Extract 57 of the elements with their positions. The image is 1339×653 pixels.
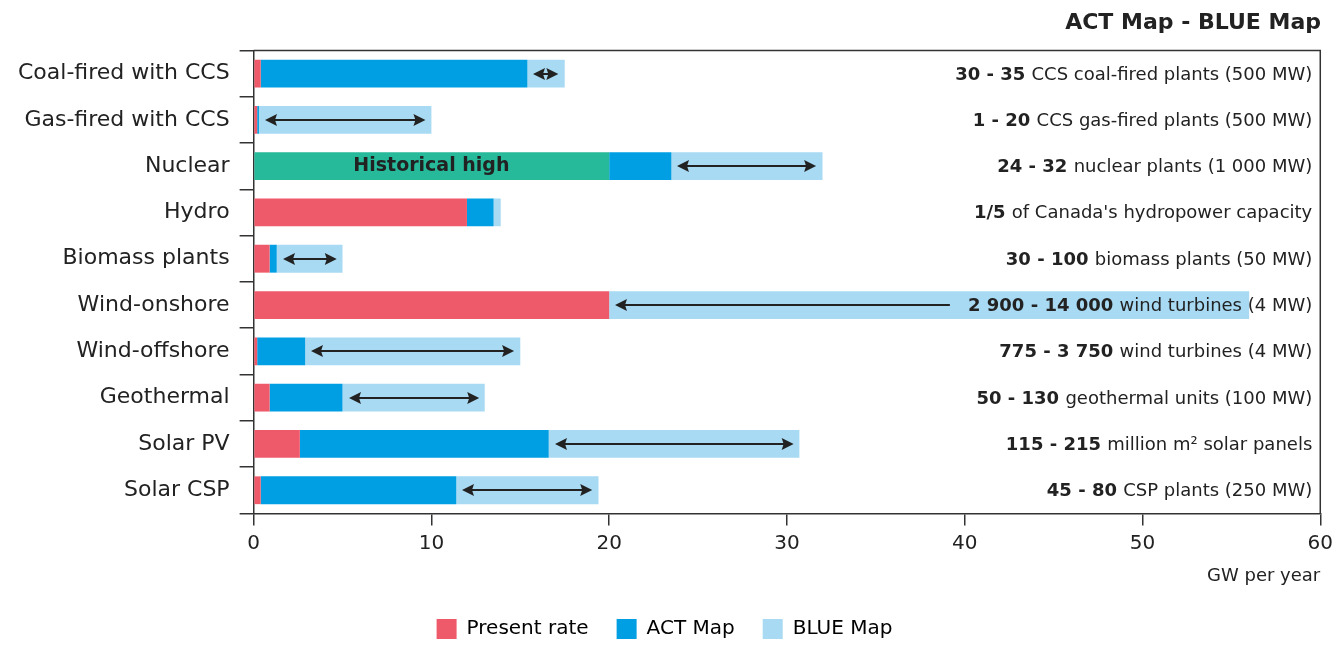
- y-tick-label: Hydro: [164, 198, 230, 224]
- x-tick-label: 60: [1307, 529, 1333, 554]
- bar: [254, 337, 258, 366]
- legend-label: ACT Map: [646, 615, 735, 640]
- annotation: 30 - 35 CCS coal-fired plants (500 MW): [955, 62, 1313, 85]
- y-tick-label: Geothermal: [99, 383, 230, 409]
- bar: [305, 337, 521, 366]
- bar: [254, 383, 270, 412]
- bar: [609, 291, 1250, 319]
- bar: [269, 244, 277, 273]
- bar: [254, 476, 261, 505]
- annotation: 45 - 80 CSP plants (250 MW): [1046, 479, 1313, 502]
- bar: [456, 476, 599, 505]
- bar: [260, 59, 528, 88]
- bar: [254, 59, 261, 88]
- x-tick-label: 40: [952, 529, 978, 554]
- legend-label: Present rate: [466, 615, 589, 640]
- bar: [671, 152, 823, 181]
- bar: [299, 430, 549, 458]
- bar: [254, 291, 610, 319]
- annotation: 1 - 20 CCS gas-fired plants (500 MW): [972, 108, 1313, 131]
- x-tick-label: 30: [774, 529, 800, 554]
- bar: [342, 383, 485, 412]
- bar: [254, 244, 270, 273]
- x-axis-title: GW per year: [1207, 563, 1321, 585]
- annotation: 2 900 - 14 000 wind turbines (4 MW): [968, 294, 1313, 317]
- annotation: Historical high: [353, 153, 510, 176]
- bar: [466, 198, 494, 227]
- bar: [260, 476, 457, 505]
- annotation: 50 - 130 geothermal units (100 MW): [976, 386, 1313, 409]
- annotation: 24 - 32 nuclear plants (1 000 MW): [997, 155, 1313, 178]
- y-tick-label: Coal-fired with CCS: [18, 59, 230, 85]
- bar: [493, 198, 501, 227]
- bar: [269, 383, 343, 412]
- annotation: 30 - 100 biomass plants (50 MW): [1005, 247, 1313, 270]
- x-tick-label: 0: [247, 529, 260, 554]
- y-tick-label: Solar PV: [138, 429, 230, 455]
- bar: [254, 430, 300, 458]
- y-tick-label: Solar CSP: [123, 475, 230, 501]
- bar: [548, 430, 800, 458]
- legend-label: BLUE Map: [792, 615, 893, 640]
- y-tick-label: Biomass plants: [62, 244, 230, 270]
- y-tick-label: Wind-onshore: [77, 290, 230, 316]
- annotation: 1/5 of Canada's hydropower capacity: [973, 201, 1313, 224]
- annotation: 115 - 215 million m² solar panels: [1005, 432, 1313, 455]
- y-tick-label: Gas-fired with CCS: [24, 105, 230, 131]
- annotation: 775 - 3 750 wind turbines (4 MW): [999, 340, 1313, 363]
- x-tick-label: 20: [596, 529, 622, 554]
- y-tick-label: Wind-offshore: [76, 337, 230, 363]
- chart-title: ACT Map - BLUE Map: [1065, 8, 1321, 34]
- bar: [257, 337, 306, 366]
- y-tick-label: Nuclear: [144, 151, 231, 177]
- bar: [609, 152, 672, 181]
- x-tick-label: 10: [418, 529, 445, 554]
- bar: [254, 198, 467, 227]
- x-tick-label: 50: [1129, 529, 1156, 554]
- bar: [258, 105, 432, 134]
